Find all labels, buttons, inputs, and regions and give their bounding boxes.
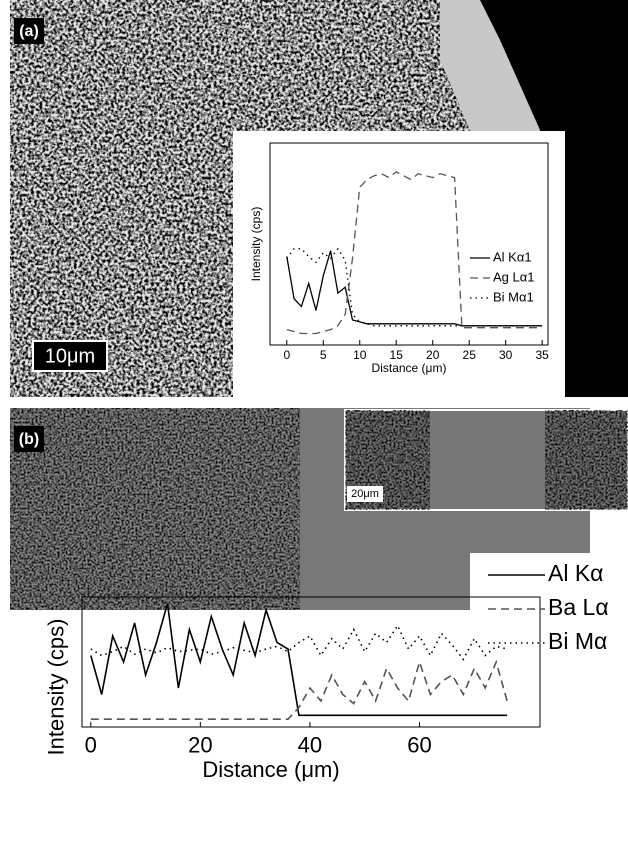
x-tick-label: 15: [390, 348, 404, 362]
scale-bar: [32, 340, 108, 372]
legend-label: Al Kα: [548, 560, 603, 586]
series-line: [90, 623, 508, 661]
legend-label: Ba Lα: [548, 594, 609, 620]
x-axis-label: Distance (μm): [372, 361, 447, 375]
x-tick-label: 5: [320, 348, 327, 362]
plot-frame: [81, 596, 541, 728]
scale-label: 10μm: [45, 345, 95, 367]
legend-label: Bi Mα: [548, 628, 607, 654]
label-bg: [14, 18, 44, 44]
series-line: [90, 659, 508, 720]
legend-label: Ag Lα1: [493, 269, 535, 284]
x-tick-label: 60: [407, 733, 431, 758]
x-tick-label: 35: [535, 348, 549, 362]
legend-label: Al Kα1: [493, 249, 532, 264]
plot-frame: [269, 142, 549, 346]
y-axis-label: Intensity (cps): [44, 619, 69, 756]
y-axis-label: Intensity (cps): [249, 207, 263, 282]
legend-box-b: [470, 553, 628, 653]
series-line: [286, 171, 543, 335]
panel-label: (b): [19, 431, 39, 448]
x-tick-label: 20: [426, 348, 440, 362]
x-tick-label: 20: [188, 733, 212, 758]
x-tick-label: 0: [283, 348, 290, 362]
series-line: [286, 247, 543, 327]
x-tick-label: 0: [85, 733, 97, 758]
x-tick-label: 30: [499, 348, 513, 362]
scale-label: 20μm: [351, 488, 379, 500]
x-tick-label: 25: [463, 348, 477, 362]
x-axis-label: Distance (μm): [202, 757, 339, 782]
panel-label: (a): [19, 23, 39, 40]
legend-label: Bi Mα1: [493, 289, 534, 304]
series-line: [90, 603, 508, 717]
x-tick-label: 40: [298, 733, 322, 758]
x-tick-label: 10: [353, 348, 367, 362]
scale-bar: [347, 486, 383, 502]
label-bg: [14, 426, 44, 452]
